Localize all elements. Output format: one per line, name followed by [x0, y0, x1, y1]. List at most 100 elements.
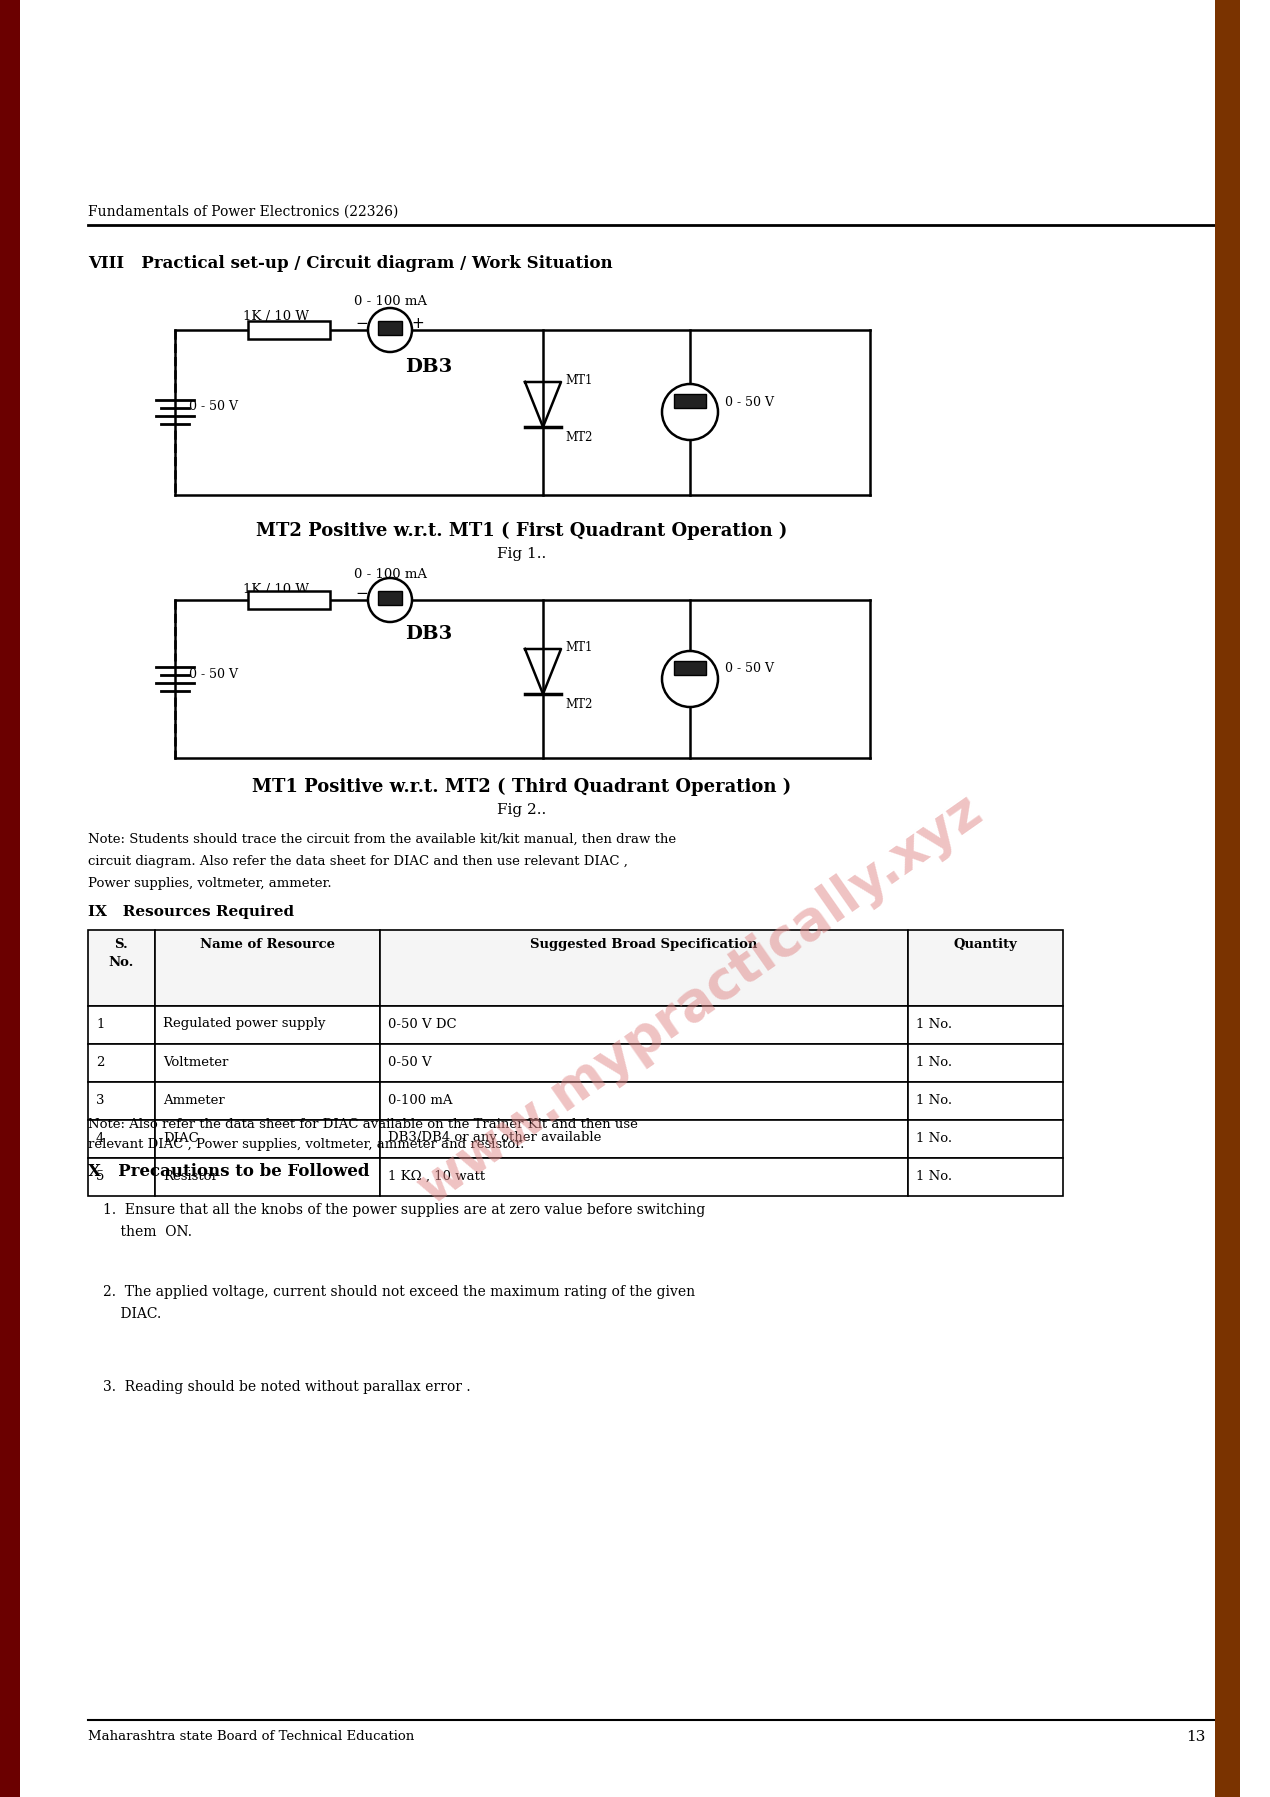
- Text: mA: mA: [382, 336, 398, 345]
- Text: DB3: DB3: [405, 625, 452, 643]
- Bar: [1215, 0, 1240, 1797]
- Bar: [155, 931, 380, 1006]
- Bar: [380, 1006, 908, 1044]
- Text: 1 No.: 1 No.: [916, 1017, 952, 1030]
- Bar: [248, 591, 330, 609]
- Text: MT1: MT1: [565, 642, 592, 654]
- Bar: [88, 1157, 155, 1197]
- Text: 0 - 100 mA: 0 - 100 mA: [353, 568, 427, 580]
- Text: S.: S.: [114, 938, 128, 951]
- Text: Resistor: Resistor: [163, 1170, 218, 1182]
- Text: MT2: MT2: [565, 431, 592, 444]
- Text: Fundamentals of Power Electronics (22326): Fundamentals of Power Electronics (22326…: [88, 205, 399, 219]
- Bar: [908, 1120, 1063, 1157]
- Text: IX   Resources Required: IX Resources Required: [88, 906, 295, 918]
- Text: Volts: Volts: [679, 677, 701, 686]
- Bar: [0, 0, 20, 1797]
- Text: DB3/DB4 or any other available: DB3/DB4 or any other available: [389, 1132, 602, 1145]
- Text: 0 - 50 V: 0 - 50 V: [725, 663, 773, 676]
- Text: 0-50 V DC: 0-50 V DC: [389, 1017, 457, 1030]
- Bar: [380, 1044, 908, 1082]
- Text: MT2 Positive w.r.t. MT1 ( First Quadrant Operation ): MT2 Positive w.r.t. MT1 ( First Quadrant…: [257, 521, 787, 541]
- Bar: [378, 591, 403, 606]
- Bar: [155, 1082, 380, 1120]
- Text: 13: 13: [1186, 1731, 1205, 1745]
- Text: MT1: MT1: [565, 374, 592, 386]
- Bar: [674, 661, 706, 676]
- Bar: [908, 931, 1063, 1006]
- Circle shape: [368, 579, 411, 622]
- Text: DIAC: DIAC: [163, 1132, 198, 1145]
- Text: Name of Resource: Name of Resource: [199, 938, 334, 951]
- Text: 2.  The applied voltage, current should not exceed the maximum rating of the giv: 2. The applied voltage, current should n…: [103, 1285, 695, 1299]
- Bar: [908, 1082, 1063, 1120]
- Text: Fig 1..: Fig 1..: [498, 546, 546, 561]
- Circle shape: [662, 385, 718, 440]
- Bar: [908, 1044, 1063, 1082]
- Bar: [380, 931, 908, 1006]
- Bar: [155, 1044, 380, 1082]
- Text: 3.  Reading should be noted without parallax error .: 3. Reading should be noted without paral…: [103, 1380, 471, 1394]
- Text: mA: mA: [382, 606, 398, 615]
- Text: 0 - 50 V: 0 - 50 V: [725, 395, 773, 408]
- Text: 1 No.: 1 No.: [916, 1055, 952, 1069]
- Text: 0-100 mA: 0-100 mA: [389, 1094, 452, 1107]
- Text: them  ON.: them ON.: [103, 1226, 192, 1238]
- Text: MT1 Positive w.r.t. MT2 ( Third Quadrant Operation ): MT1 Positive w.r.t. MT2 ( Third Quadrant…: [253, 778, 791, 796]
- Circle shape: [662, 651, 718, 706]
- Bar: [380, 1157, 908, 1197]
- Text: 1 No.: 1 No.: [916, 1094, 952, 1107]
- Bar: [380, 1082, 908, 1120]
- Text: −: −: [356, 316, 368, 331]
- Bar: [88, 1082, 155, 1120]
- Text: Volts: Volts: [679, 410, 701, 419]
- Text: 1 No.: 1 No.: [916, 1132, 952, 1145]
- Text: 0-50 V: 0-50 V: [389, 1055, 432, 1069]
- Text: 0 - 100 mA: 0 - 100 mA: [353, 295, 427, 307]
- Text: 3: 3: [97, 1094, 104, 1107]
- Text: Suggested Broad Specification: Suggested Broad Specification: [531, 938, 758, 951]
- Bar: [378, 322, 403, 334]
- Circle shape: [368, 307, 411, 352]
- Text: 4: 4: [97, 1132, 104, 1145]
- Text: −: −: [356, 586, 368, 602]
- Text: Maharashtra state Board of Technical Education: Maharashtra state Board of Technical Edu…: [88, 1731, 414, 1743]
- Text: 0 - 50 V: 0 - 50 V: [189, 401, 237, 413]
- Bar: [908, 1006, 1063, 1044]
- Text: DIAC.: DIAC.: [103, 1306, 161, 1321]
- Text: X   Precautions to be Followed: X Precautions to be Followed: [88, 1163, 370, 1181]
- Text: circuit diagram. Also refer the data sheet for DIAC and then use relevant DIAC ,: circuit diagram. Also refer the data she…: [88, 855, 627, 868]
- Text: 1 No.: 1 No.: [916, 1170, 952, 1182]
- Text: Ammeter: Ammeter: [163, 1094, 225, 1107]
- Text: VIII   Practical set-up / Circuit diagram / Work Situation: VIII Practical set-up / Circuit diagram …: [88, 255, 612, 271]
- Text: www.mypractically.xyz: www.mypractically.xyz: [408, 785, 992, 1215]
- Text: 1.  Ensure that all the knobs of the power supplies are at zero value before swi: 1. Ensure that all the knobs of the powe…: [103, 1202, 705, 1217]
- Text: 1K / 10 W: 1K / 10 W: [243, 582, 309, 597]
- Text: Note: Students should trace the circuit from the available kit/kit manual, then : Note: Students should trace the circuit …: [88, 834, 676, 846]
- Text: No.: No.: [108, 956, 133, 969]
- Text: Fig 2..: Fig 2..: [498, 803, 546, 818]
- Text: Power supplies, voltmeter, ammeter.: Power supplies, voltmeter, ammeter.: [88, 877, 331, 890]
- Text: 5: 5: [97, 1170, 104, 1182]
- Bar: [88, 1006, 155, 1044]
- Bar: [88, 1044, 155, 1082]
- Text: Note: Also refer the data sheet for DIAC available on the Trainer Kit and then u: Note: Also refer the data sheet for DIAC…: [88, 1118, 638, 1130]
- Text: relevant DIAC , Power supplies, voltmeter, ammeter and resistor.: relevant DIAC , Power supplies, voltmete…: [88, 1138, 525, 1152]
- Text: Regulated power supply: Regulated power supply: [163, 1017, 325, 1030]
- Bar: [88, 1120, 155, 1157]
- Text: MT2: MT2: [565, 697, 592, 712]
- Bar: [248, 322, 330, 340]
- Bar: [88, 931, 155, 1006]
- Text: DB3: DB3: [405, 358, 452, 376]
- Text: Quantity: Quantity: [952, 938, 1017, 951]
- Text: 1 KΩ , 10 watt: 1 KΩ , 10 watt: [389, 1170, 485, 1182]
- Text: Voltmeter: Voltmeter: [163, 1055, 229, 1069]
- Text: 1: 1: [97, 1017, 104, 1030]
- Text: 0 - 50 V: 0 - 50 V: [189, 667, 237, 681]
- Bar: [155, 1006, 380, 1044]
- Bar: [674, 394, 706, 408]
- Text: 1K / 10 W: 1K / 10 W: [243, 311, 309, 323]
- Bar: [908, 1157, 1063, 1197]
- Text: 2: 2: [97, 1055, 104, 1069]
- Bar: [380, 1120, 908, 1157]
